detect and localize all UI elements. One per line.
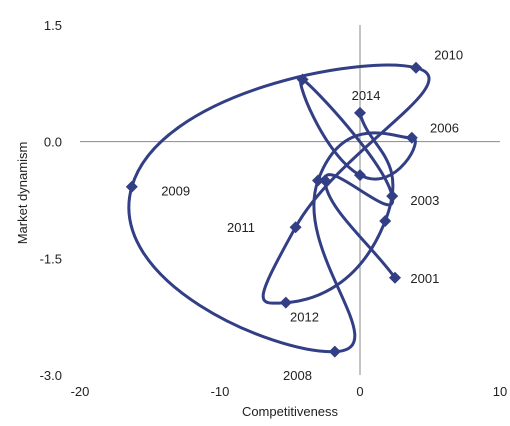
point-label-2001: 2001	[410, 271, 439, 286]
label-layer: 2001 2003 2006 2008 2009 2010 2011 2012 2014	[161, 48, 463, 383]
data-point-2011	[289, 221, 302, 234]
point-label-2008: 2008	[283, 368, 312, 383]
x-tick-label: -20	[71, 384, 90, 399]
point-label-2010: 2010	[434, 48, 463, 63]
data-point-2008	[328, 345, 341, 358]
point-label-2009: 2009	[161, 184, 190, 199]
data-point-2003	[386, 190, 399, 203]
data-point-2013	[379, 215, 392, 227]
point-label-2014: 2014	[352, 88, 381, 103]
point-label-2011: 2011	[227, 220, 255, 235]
data-point-2001	[389, 271, 401, 284]
y-axis-title: Market dynamism	[15, 142, 30, 245]
point-label-2006: 2006	[430, 121, 459, 136]
point-label-2003: 2003	[410, 193, 439, 208]
axes: -20 -10 0 10 1.5 0.0 -1.5 -3.0	[40, 18, 508, 399]
x-axis-title: Competitiveness	[242, 404, 339, 419]
x-tick-label: -10	[211, 384, 230, 399]
marker-layer	[125, 61, 422, 358]
series-line	[127, 63, 431, 354]
point-label-2012: 2012	[290, 310, 319, 325]
y-tick-label: -1.5	[40, 251, 62, 266]
data-point-2002	[319, 174, 331, 187]
data-point-2014	[354, 106, 366, 119]
y-tick-label: -3.0	[40, 368, 62, 383]
data-point-2012	[279, 296, 292, 309]
x-tick-label: 0	[356, 384, 363, 399]
curve-layer	[127, 63, 431, 354]
data-point-2010	[410, 61, 422, 74]
y-tick-label: 0.0	[44, 135, 62, 150]
data-point-2009	[125, 180, 138, 193]
x-tick-label: 10	[493, 384, 507, 399]
y-tick-label: 1.5	[44, 18, 62, 33]
data-point-2004	[296, 73, 309, 86]
data-point-2005	[354, 169, 366, 182]
data-point-2007	[312, 174, 324, 187]
data-point-2006	[405, 131, 418, 144]
